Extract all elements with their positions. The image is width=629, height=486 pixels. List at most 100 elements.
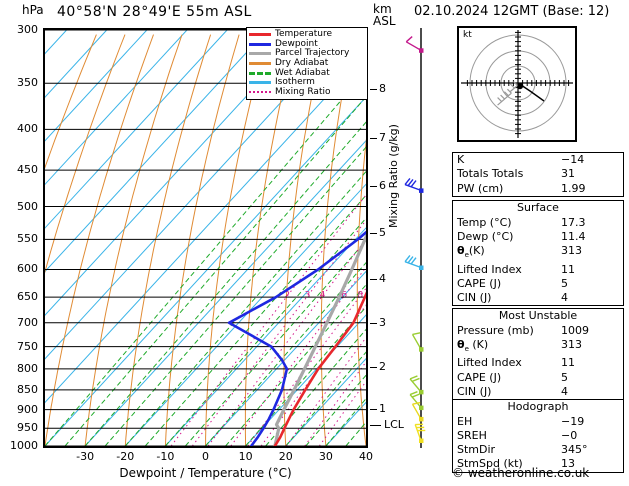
pressure-tick-450: 450 bbox=[17, 163, 38, 177]
altitude-tick-mark bbox=[370, 366, 377, 368]
stat-row: StmDir 345° bbox=[453, 443, 623, 457]
legend-swatch bbox=[249, 81, 271, 85]
svg-text:6: 6 bbox=[341, 290, 347, 300]
stability-indices-box: K −14 Totals Totals 31 PW (cm) 1.99 bbox=[452, 152, 624, 197]
stat-row: PW (cm) 1.99 bbox=[453, 182, 623, 196]
stat-label: Lifted Index bbox=[457, 262, 522, 276]
wind-barb bbox=[404, 177, 424, 193]
stat-row: θe(K) 313 bbox=[453, 244, 623, 262]
stat-label: PW (cm) bbox=[457, 181, 504, 195]
temperature-tick--30: -30 bbox=[76, 450, 95, 463]
altitude-tick-1: 1 bbox=[379, 402, 386, 416]
altitude-tick-7: 7 bbox=[379, 131, 386, 145]
stat-label: CAPE (J) bbox=[457, 370, 502, 384]
stat-section-heading: Hodograph bbox=[507, 400, 569, 413]
legend-label: Dry Adiabat bbox=[275, 58, 329, 69]
lcl-tick-mark bbox=[370, 424, 381, 426]
legend-item-dewpoint: Dewpoint bbox=[249, 39, 365, 50]
wind-barb bbox=[414, 423, 426, 444]
pressure-tick-800: 800 bbox=[17, 361, 38, 375]
stat-label: K bbox=[457, 153, 465, 166]
pressure-tick-900: 900 bbox=[17, 402, 38, 416]
stat-value: 1009 bbox=[561, 323, 589, 337]
stat-value: 31 bbox=[561, 167, 575, 181]
legend: Temperature Dewpoint Parcel Trajectory Dry … bbox=[246, 27, 368, 101]
pressure-tick-1000: 1000 bbox=[10, 439, 38, 452]
stat-label: CAPE (J) bbox=[457, 276, 502, 290]
stat-label: SREH bbox=[457, 428, 487, 442]
stat-value: 4 bbox=[561, 291, 568, 305]
x-axis-label: Dewpoint / Temperature (°C) bbox=[119, 466, 292, 480]
pressure-tick-300: 300 bbox=[17, 23, 38, 36]
pressure-tick-650: 650 bbox=[17, 290, 38, 304]
stat-row: CIN (J) 4 bbox=[453, 291, 623, 305]
svg-text:8: 8 bbox=[357, 290, 363, 300]
wind-barb bbox=[411, 332, 424, 352]
stat-label: Totals Totals bbox=[457, 167, 524, 181]
stat-value: 11.4 bbox=[561, 229, 586, 243]
altitude-tick-3: 3 bbox=[379, 316, 386, 330]
altitude-tick-5: 5 bbox=[379, 226, 386, 240]
stat-row: Temp (°C) 17.3 bbox=[453, 216, 623, 230]
stat-row: Dewp (°C) 11.4 bbox=[453, 230, 623, 244]
pressure-tick-600: 600 bbox=[17, 262, 38, 276]
stat-row: Totals Totals 31 bbox=[453, 167, 623, 181]
stat-value: −19 bbox=[561, 414, 585, 428]
stat-row: SREH −0 bbox=[453, 429, 623, 443]
legend-item-isotherm: Isotherm bbox=[249, 78, 365, 88]
legend-swatch bbox=[249, 42, 271, 46]
hodograph-plot[interactable]: kt bbox=[457, 26, 577, 142]
stat-label: θe (K) bbox=[457, 337, 489, 353]
wind-barb bbox=[405, 36, 424, 53]
stat-value: 1.99 bbox=[561, 181, 586, 195]
stat-row: CIN (J) 4 bbox=[453, 385, 623, 399]
stat-value: 345° bbox=[561, 443, 588, 457]
legend-item-wet-adiabat: Wet Adiabat bbox=[249, 68, 365, 78]
temperature-tick--10: -10 bbox=[156, 450, 175, 463]
station-title: 40°58'N 28°49'E 55m ASL bbox=[57, 4, 252, 20]
legend-item-mixing-ratio: Mixing Ratio bbox=[249, 86, 365, 98]
wind-barb bbox=[409, 375, 424, 395]
altitude-tick-2: 2 bbox=[379, 359, 386, 373]
legend-item-parcel-trajectory: Parcel Trajectory bbox=[249, 49, 365, 59]
pressure-tick-350: 350 bbox=[17, 76, 38, 90]
stat-section-heading: Most Unstable bbox=[498, 309, 578, 322]
stat-value: 5 bbox=[561, 276, 568, 290]
legend-swatch bbox=[249, 91, 271, 94]
altitude-tick-mark bbox=[370, 186, 377, 188]
stat-value: 13 bbox=[561, 457, 575, 471]
stat-label: Temp (°C) bbox=[457, 215, 512, 229]
altitude-tick-mark bbox=[370, 278, 377, 280]
legend-item-dry-adiabat: Dry Adiabat bbox=[249, 59, 365, 69]
legend-label: Parcel Trajectory bbox=[275, 48, 350, 59]
stat-row: EH −19 bbox=[453, 415, 623, 429]
most-unstable-box: Most Unstable Pressure (mb) 1009 θe (K) 313 L… bbox=[452, 308, 624, 401]
wind-barb bbox=[409, 391, 424, 411]
legend-swatch bbox=[249, 71, 271, 75]
stat-row: CAPE (J) 5 bbox=[453, 371, 623, 385]
stat-value: 11 bbox=[561, 262, 575, 276]
stat-row: Lifted Index 11 bbox=[453, 263, 623, 277]
temperature-tick-40: 40 bbox=[359, 450, 373, 463]
temperature-tick-20: 20 bbox=[278, 450, 293, 463]
stat-row: K −14 bbox=[453, 153, 623, 167]
stat-label: EH bbox=[457, 414, 473, 428]
altitude-tick-4: 4 bbox=[379, 271, 386, 285]
stat-row: θe (K) 313 bbox=[453, 338, 623, 356]
legend-label: Isotherm bbox=[275, 77, 315, 88]
svg-text:3: 3 bbox=[305, 290, 311, 300]
legend-label: Mixing Ratio bbox=[275, 86, 331, 97]
legend-label: Temperature bbox=[275, 29, 333, 40]
stat-row: CAPE (J) 5 bbox=[453, 277, 623, 291]
copyright-footer: © weatheronline.co.uk bbox=[452, 466, 590, 480]
wind-barb bbox=[404, 255, 424, 270]
altitude-unit-line1: km bbox=[373, 2, 392, 16]
pressure-unit-label: hPa bbox=[22, 3, 44, 17]
stat-row: StmSpd (kt) 13 bbox=[453, 457, 623, 471]
altitude-tick-8: 8 bbox=[379, 82, 386, 96]
stat-value: 17.3 bbox=[561, 215, 586, 229]
stat-label: CIN (J) bbox=[457, 291, 492, 305]
wind-barb-column bbox=[404, 28, 426, 448]
stat-label: StmDir bbox=[457, 443, 496, 457]
